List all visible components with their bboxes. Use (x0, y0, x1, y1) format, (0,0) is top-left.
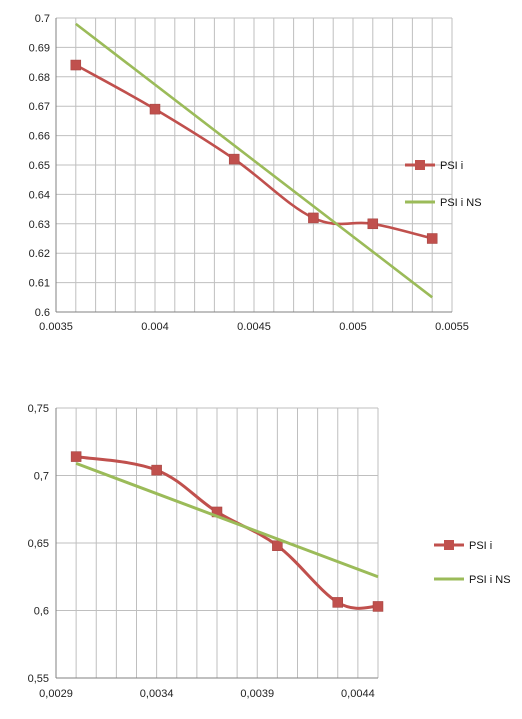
x-tick-label: 0,0039 (240, 688, 274, 700)
y-tick-label: 0,7 (34, 471, 49, 483)
y-tick-label: 0,75 (28, 403, 49, 415)
data-point-marker (372, 601, 384, 612)
series-line-2 (75, 22, 433, 299)
data-point-marker (426, 233, 438, 244)
legend-marker (444, 540, 454, 550)
chart-2: 0,55 0,6 0,65 0,7 0,75 0,0029 0,0034 0,0039 0,00… (28, 403, 511, 700)
legend-label: PSI i (440, 160, 463, 172)
legend-label: PSI i (469, 540, 492, 552)
y-tick-label: 0,65 (28, 538, 49, 550)
y-tick-label: 0.64 (29, 189, 50, 201)
y-tick-label: 0.66 (29, 131, 50, 143)
x-tick-label: 0,0029 (39, 688, 73, 700)
y-tick-label: 0,55 (28, 673, 49, 685)
x-tick-label: 0.005 (339, 321, 367, 333)
x-tick-label: 0.004 (141, 321, 169, 333)
data-point-marker (149, 103, 161, 115)
chart-1: 0.6 0.61 0.62 0.63 0.64 0.65 0.66 0.67 0.68 0.69 0… (29, 13, 482, 333)
y-tick-label: 0.61 (29, 278, 50, 290)
x-tick-label: 0.0055 (435, 321, 469, 333)
series-line-2 (75, 461, 379, 579)
data-point-marker (70, 59, 82, 71)
data-point-marker (228, 153, 240, 165)
data-point-marker (272, 540, 283, 551)
x-tick-label: 0,0034 (140, 688, 174, 700)
legend-label: PSI i NS (469, 574, 511, 586)
data-point-marker (332, 597, 343, 608)
data-point-marker (367, 218, 379, 230)
y-tick-label: 0.67 (29, 101, 50, 113)
y-tick-label: 0.7 (35, 13, 50, 25)
legend-label: PSI i NS (440, 197, 482, 209)
data-point-marker (70, 451, 82, 462)
legend-marker (415, 160, 425, 170)
x-tick-label: 0.0045 (237, 321, 271, 333)
y-tick-label: 0.69 (29, 42, 50, 54)
y-tick-label: 0,6 (34, 606, 49, 618)
y-tick-label: 0.65 (29, 160, 50, 172)
x-tick-label: 0.0035 (39, 321, 73, 333)
data-point-marker (308, 212, 319, 224)
x-tick-label: 0,0044 (341, 688, 375, 700)
y-tick-label: 0.6 (35, 307, 50, 319)
data-point-marker (151, 464, 162, 476)
y-tick-label: 0.62 (29, 248, 50, 260)
y-tick-label: 0.63 (29, 219, 50, 231)
y-tick-label: 0.68 (29, 72, 50, 84)
